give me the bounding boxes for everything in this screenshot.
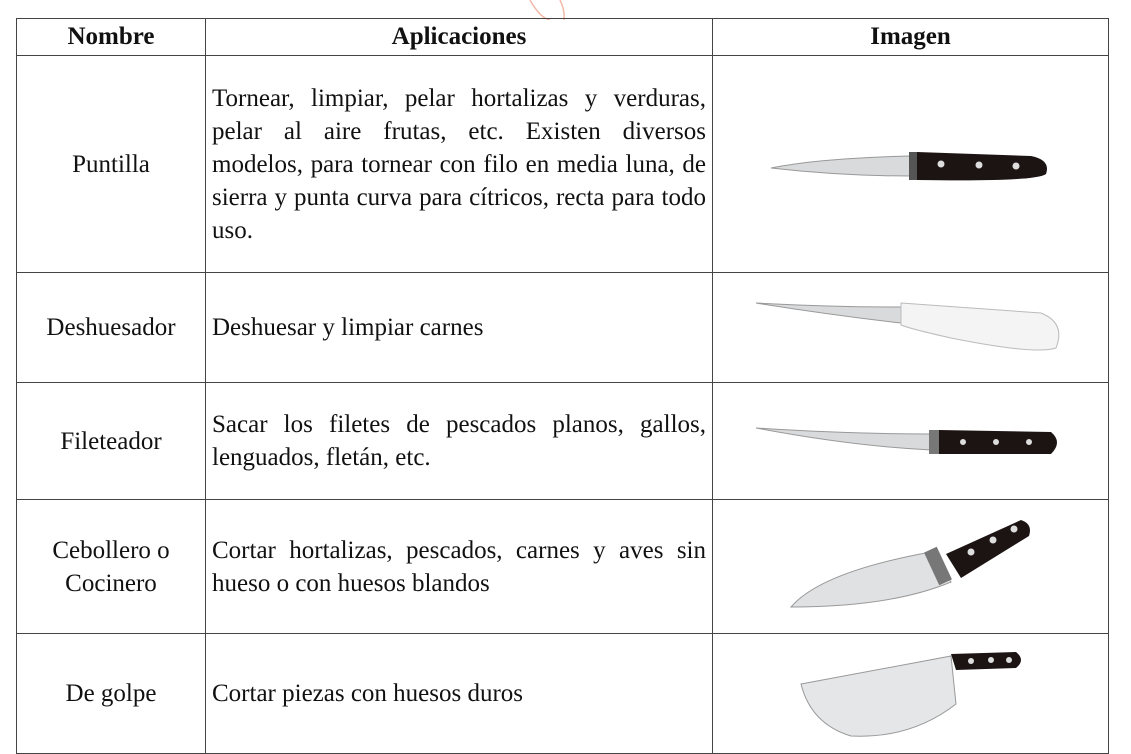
header-row: Nombre Aplicaciones Imagen — [16, 18, 1109, 56]
knife-table: Nombre Aplicaciones Imagen Puntilla Torn… — [16, 18, 1109, 754]
knife-image — [755, 427, 1057, 454]
application-cell: Deshuesar y limpiar carnes — [205, 272, 713, 383]
header-cell: Imagen — [712, 18, 1109, 56]
image-cell — [712, 55, 1109, 273]
image-cell — [712, 382, 1109, 500]
name-cell: Cebollero o Cocinero — [16, 499, 206, 634]
application-cell: Sacar los filetes de pescados planos, ga… — [205, 382, 713, 500]
knife-image — [789, 519, 1030, 608]
name-cell: Fileteador — [16, 382, 206, 500]
name-cell: Deshuesador — [16, 272, 206, 383]
knife-image — [770, 152, 1047, 181]
header-cell: Aplicaciones — [205, 18, 713, 56]
header-cell: Nombre — [16, 18, 206, 56]
row: Fileteador Sacar los filetes de pescados… — [16, 382, 1109, 500]
knife-image — [755, 301, 1059, 351]
row: Deshuesador Deshuesar y limpiar carnes — [16, 272, 1109, 383]
name-cell: Puntilla — [16, 55, 206, 273]
application-cell: Cortar piezas con huesos duros — [205, 633, 713, 754]
knife-image — [799, 651, 1021, 737]
image-cell — [712, 633, 1109, 754]
image-cell — [712, 499, 1109, 634]
row: Puntilla Tornear, limpiar, pelar hortali… — [16, 55, 1109, 273]
image-cell — [712, 272, 1109, 383]
application-cell: Cortar hortalizas, pescados, carnes y av… — [205, 499, 713, 634]
row: De golpe Cortar piezas con huesos duros — [16, 633, 1109, 754]
name-cell: De golpe — [16, 633, 206, 754]
application-cell: Tornear, limpiar, pelar hortalizas y ver… — [205, 55, 713, 273]
row: Cebollero o Cocinero Cortar hortalizas, … — [16, 499, 1109, 634]
decoration — [529, 0, 565, 20]
